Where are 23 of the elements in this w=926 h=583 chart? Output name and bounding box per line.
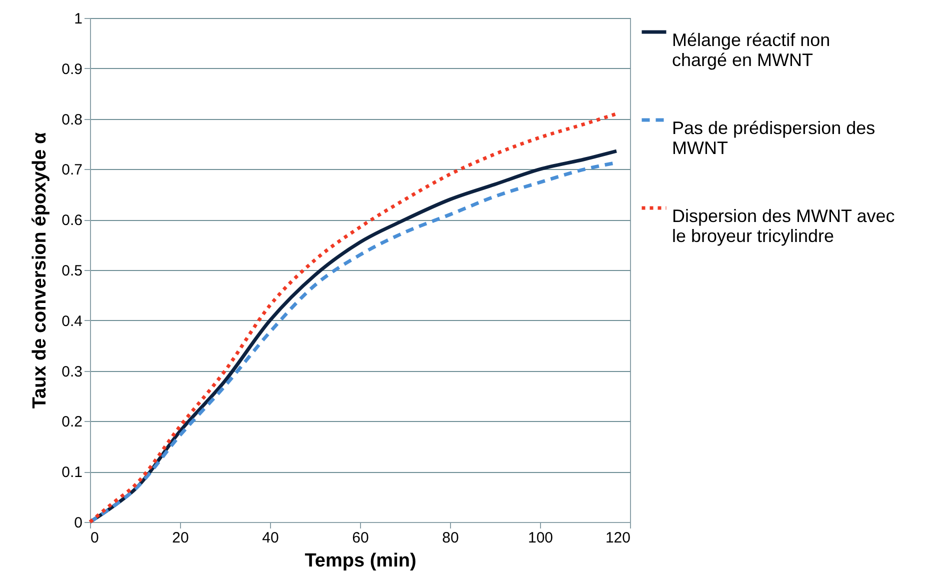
y-tick-label: 0.9 (62, 60, 82, 78)
x-tick-label: 0 (90, 530, 99, 546)
y-tick-label: 0.1 (62, 464, 82, 482)
x-tick-label: 20 (172, 530, 189, 546)
x-tick-label: 120 (605, 530, 630, 546)
y-axis-title: Taux de conversion époxyde α (30, 132, 51, 409)
y-tick-label: 0.2 (62, 414, 82, 431)
y-tick-label: 0.6 (62, 212, 82, 230)
y-tick-label: 0.7 (62, 162, 82, 179)
x-tick-label: 60 (352, 530, 369, 546)
y-tick-label: 0 (74, 514, 82, 532)
y-tick-label: 1 (74, 10, 82, 28)
y-tick-label: 0.3 (62, 363, 82, 380)
y-tick-label: 0.5 (62, 262, 82, 280)
legend-label: Dispersion des MWNT avec le broyeur tricylindre (672, 206, 895, 246)
x-axis-title: Temps (min) (304, 550, 416, 572)
x-tick-label: 100 (528, 530, 554, 546)
legend-label: Mélange réactif non chargé en MWNT (672, 30, 830, 70)
y-tick-label: 0.4 (62, 312, 82, 330)
x-tick-label: 80 (442, 530, 459, 546)
y-tick-label: 0.8 (62, 111, 82, 128)
legend-label: Pas de prédispersion des MWNT (672, 118, 876, 158)
x-tick-label: 40 (262, 530, 279, 546)
